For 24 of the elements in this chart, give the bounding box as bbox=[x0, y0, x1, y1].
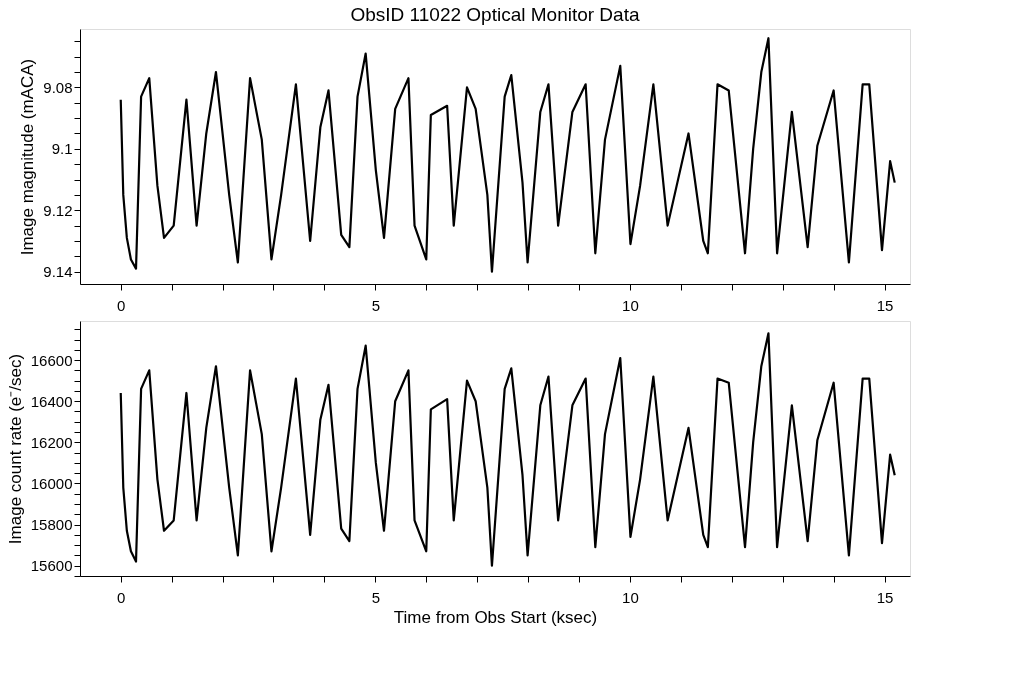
y-tick-label: 15800 bbox=[30, 516, 73, 534]
y-tick-label: 9.1 bbox=[51, 140, 73, 158]
y-axis-title: Image count rate (e⁻/sec) bbox=[5, 353, 25, 545]
x-tick-label: 10 bbox=[622, 296, 639, 314]
y-tick-label: 15600 bbox=[30, 557, 73, 575]
x-tick-label: 15 bbox=[876, 296, 894, 314]
chart-title: ObsID 11022 Optical Monitor Data bbox=[350, 4, 640, 25]
y-tick-label: 9.12 bbox=[43, 201, 73, 219]
y-tick-label: 16400 bbox=[30, 392, 73, 410]
line-series bbox=[119, 332, 896, 567]
x-tick-label: 0 bbox=[117, 296, 126, 314]
line-series bbox=[119, 37, 896, 273]
y-tick-label: 9.08 bbox=[43, 78, 73, 96]
y-tick-label: 16600 bbox=[30, 351, 73, 369]
x-axis-title: Time from Obs Start (ksec) bbox=[393, 607, 598, 627]
x-tick-label: 0 bbox=[117, 588, 126, 606]
x-tick-label: 5 bbox=[371, 588, 381, 606]
y-tick-label: 16000 bbox=[30, 474, 73, 492]
y-axis-title: Image magnitude (mACA) bbox=[18, 58, 38, 256]
x-tick-label: 10 bbox=[622, 588, 639, 606]
y-tick-label: 16200 bbox=[30, 433, 73, 451]
y-tick-label: 9.14 bbox=[43, 263, 73, 281]
x-tick-label: 5 bbox=[371, 296, 381, 314]
x-tick-label: 15 bbox=[876, 588, 894, 606]
